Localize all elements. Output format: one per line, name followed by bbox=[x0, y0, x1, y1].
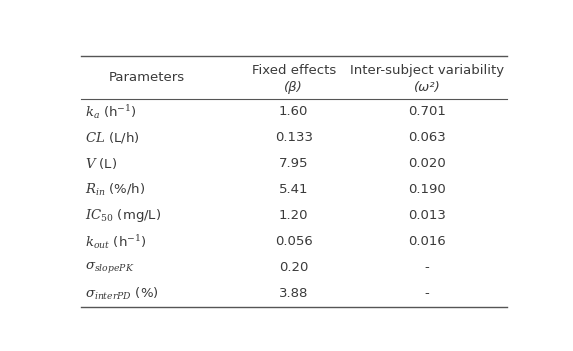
Text: 1.60: 1.60 bbox=[279, 105, 308, 118]
Text: $\sigma_{slopePK}$: $\sigma_{slopePK}$ bbox=[85, 260, 134, 276]
Text: 0.056: 0.056 bbox=[275, 236, 312, 249]
Text: 7.95: 7.95 bbox=[279, 157, 308, 170]
Text: $V$ (L): $V$ (L) bbox=[85, 157, 117, 171]
Text: $\sigma_{interPD}$ (%): $\sigma_{interPD}$ (%) bbox=[85, 286, 159, 302]
Text: 1.20: 1.20 bbox=[279, 210, 308, 223]
Text: 0.016: 0.016 bbox=[408, 236, 446, 249]
Text: Fixed effects: Fixed effects bbox=[252, 64, 336, 77]
Text: 0.701: 0.701 bbox=[408, 105, 446, 118]
Text: 0.063: 0.063 bbox=[408, 131, 446, 144]
Text: (ω²): (ω²) bbox=[414, 81, 440, 94]
Text: -: - bbox=[425, 261, 429, 274]
Text: 0.133: 0.133 bbox=[274, 131, 313, 144]
Text: $CL$ (L/h): $CL$ (L/h) bbox=[85, 131, 139, 145]
Text: $R_{in}$ (%/h): $R_{in}$ (%/h) bbox=[85, 182, 145, 198]
Text: 0.190: 0.190 bbox=[408, 184, 446, 197]
Text: (β): (β) bbox=[284, 81, 303, 94]
Text: $k_{a}$ (h$^{-1}$): $k_{a}$ (h$^{-1}$) bbox=[85, 103, 137, 121]
Text: 0.020: 0.020 bbox=[408, 157, 446, 170]
Text: -: - bbox=[425, 287, 429, 300]
Text: 0.013: 0.013 bbox=[408, 210, 446, 223]
Text: 5.41: 5.41 bbox=[279, 184, 308, 197]
Text: 3.88: 3.88 bbox=[279, 287, 308, 300]
Text: 0.20: 0.20 bbox=[279, 261, 308, 274]
Text: $IC_{50}$ (mg/L): $IC_{50}$ (mg/L) bbox=[85, 207, 161, 224]
Text: $k_{out}$ (h$^{-1}$): $k_{out}$ (h$^{-1}$) bbox=[85, 233, 147, 251]
Text: Inter-subject variability: Inter-subject variability bbox=[350, 64, 504, 77]
Text: Parameters: Parameters bbox=[109, 71, 185, 84]
